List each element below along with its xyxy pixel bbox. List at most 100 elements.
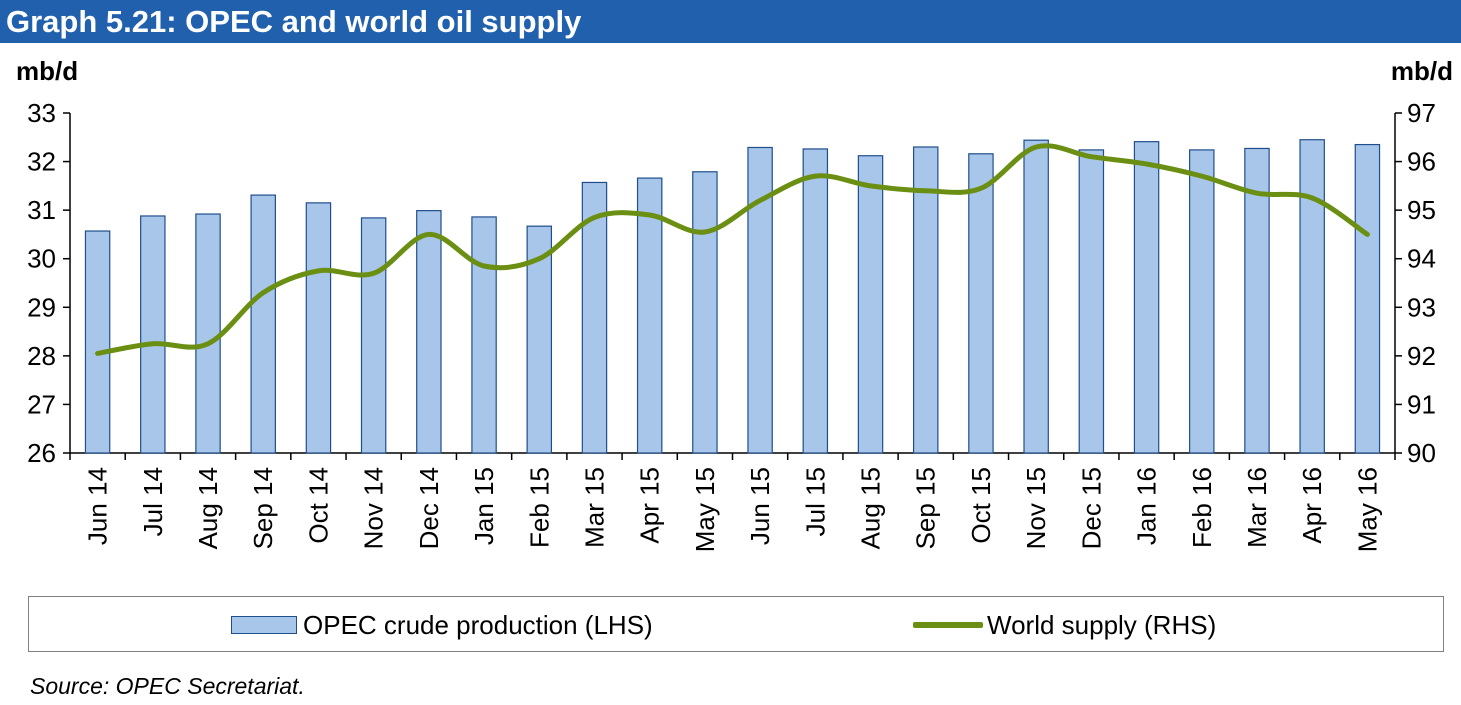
x-tick-label: May 15 [690,467,720,552]
right-tick-label: 97 [1407,98,1436,128]
line-world-supply [95,143,1370,356]
point-world-supply [1309,195,1315,201]
x-tick-label: Oct 14 [303,467,333,544]
x-tick-label: Jan 16 [1132,467,1162,545]
point-world-supply [647,212,652,218]
x-tick-label: Sep 15 [911,467,941,549]
point-world-supply [426,232,432,237]
right-tick-label: 90 [1407,438,1436,468]
left-tick-label: 30 [27,244,56,274]
point-world-supply [316,268,321,274]
bar-opec [140,215,166,454]
bar-opec [802,148,829,454]
left-tick-label: 26 [27,438,56,468]
x-tick-label: Feb 16 [1187,467,1217,548]
bar-opec [1299,139,1325,454]
point-world-supply [1365,232,1370,237]
point-world-supply [813,173,818,179]
x-tick-label: May 16 [1352,467,1382,552]
point-world-supply [95,351,100,356]
right-tick-label: 94 [1407,244,1436,274]
x-tick-label: Nov 14 [359,467,389,549]
legend-label-opec: OPEC crude production (LHS) [303,609,653,640]
bar-opec [416,210,442,454]
left-tick-label: 32 [27,147,56,177]
x-tick-label: Nov 15 [1021,467,1051,549]
right-axis-unit: mb/d [1390,56,1453,86]
point-world-supply [261,290,266,295]
point-world-supply [702,229,708,235]
x-tick-label: Dec 15 [1076,467,1106,549]
bar-opec [1354,143,1381,454]
x-tick-label: Sep 14 [248,467,278,549]
bar-opec [1078,149,1105,454]
left-axis-unit: mb/d [16,56,79,86]
point-world-supply [481,263,487,269]
legend-item-world: World supply (RHS) [913,597,1216,653]
bar-opec [1189,149,1215,454]
bar-opec [195,213,221,454]
x-tick-label: Dec 14 [414,467,444,549]
right-tick-label: 95 [1407,195,1436,225]
chart-plot: 26 27 28 29 30 31 32 33 90 91 92 93 94 95 96 97 Jun 14 Ju… [27,98,1436,552]
left-tick-label: 31 [27,195,56,225]
x-tick-label: Jul 14 [138,467,168,536]
bar-opec [581,181,608,454]
bar-opec [857,155,884,454]
bar-opec [968,153,994,454]
right-tick-label: 91 [1407,389,1436,419]
bar-opec [84,230,111,454]
x-tick-label: Jul 15 [800,467,830,536]
left-tick-label: 27 [27,389,56,419]
x-tick-label: Aug 15 [856,467,886,549]
legend-bar-swatch [231,616,297,634]
point-world-supply [978,186,984,191]
bar-opec [1023,139,1049,454]
x-tick-label: Apr 16 [1297,467,1327,544]
point-world-supply [150,341,156,346]
x-tick-label: Apr 15 [635,467,665,544]
right-tick-label: 93 [1407,292,1436,322]
legend: OPEC crude production (LHS) World supply… [28,596,1444,652]
point-world-supply [371,271,376,276]
x-tick-label: Jun 14 [83,467,113,545]
left-tick-label: 33 [27,98,56,128]
bar-opec [636,177,663,454]
point-world-supply [1254,190,1260,196]
point-world-supply [868,183,873,189]
bar-opec [471,216,497,454]
x-tick-label: Mar 16 [1242,467,1272,548]
bar-opec [692,171,718,454]
x-tick-label: Oct 15 [966,467,996,544]
source-note: Source: OPEC Secretariat. [30,673,305,699]
left-tick-label: 29 [27,292,56,322]
point-world-supply [757,198,763,203]
legend-line-swatch [913,622,983,628]
point-world-supply [1033,144,1039,150]
point-world-supply [1089,154,1094,159]
chart-title: Graph 5.21: OPEC and world oil supply [6,4,582,39]
bar-opec [360,217,387,454]
x-tick-label: Feb 15 [524,467,554,548]
point-world-supply [1199,173,1204,179]
bar-opec [250,194,276,454]
point-world-supply [205,341,211,346]
point-world-supply [537,256,542,261]
right-tick-label: 96 [1407,147,1436,177]
right-tick-label: 92 [1407,341,1436,371]
x-tick-label: Aug 14 [193,467,223,549]
left-tick-label: 28 [27,341,56,371]
bar-opec [1133,141,1160,454]
x-tick-label: Jan 15 [469,467,499,545]
bar-opec [1244,147,1270,454]
point-world-supply [923,188,928,193]
bar-opec [912,146,939,454]
x-tick-label: Mar 15 [579,467,609,548]
legend-item-opec: OPEC crude production (LHS) [231,597,653,653]
point-world-supply [592,215,597,220]
point-world-supply [1144,161,1149,167]
title-bar: Graph 5.21: OPEC and world oil supply [0,0,1461,43]
legend-label-world: World supply (RHS) [987,609,1217,640]
bar-opec [305,202,332,454]
x-tick-label: Jun 15 [745,467,775,545]
